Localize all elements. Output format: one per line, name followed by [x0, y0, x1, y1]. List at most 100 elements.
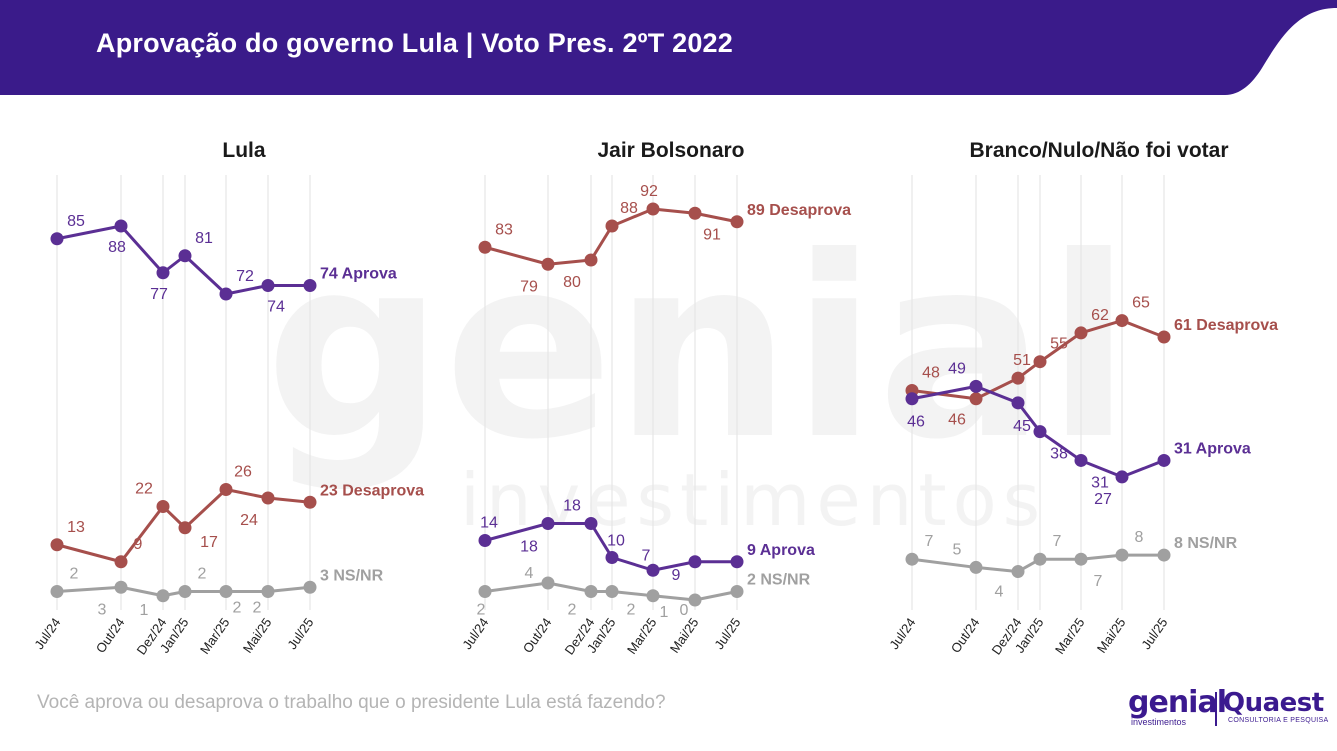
data-label: 7 — [1094, 573, 1103, 590]
data-label: 13 — [67, 519, 85, 536]
genial-logo: genial — [1128, 685, 1227, 720]
data-label: 38 — [1050, 446, 1068, 463]
data-label: 77 — [150, 286, 168, 303]
data-label: 92 — [640, 183, 658, 200]
series-end-label: 31 Aprova — [1174, 440, 1251, 457]
quaest-logo-sub: CONSULTORIA E PESQUISA — [1228, 717, 1329, 724]
data-label: 80 — [563, 274, 581, 291]
data-point — [730, 215, 744, 229]
header-banner: Aprovação do governo Lula | Voto Pres. 2… — [0, 0, 1337, 95]
data-label: 65 — [1132, 295, 1150, 312]
data-label: 46 — [907, 414, 925, 431]
data-label: 18 — [563, 498, 581, 515]
data-point — [261, 279, 275, 292]
genial-logo-sub: investimentos — [1131, 717, 1187, 727]
data-point — [1033, 355, 1047, 369]
data-label: 7 — [1053, 533, 1062, 550]
series-ns-nr: 2 4 2 2 1 0 2 NS/NR — [477, 565, 811, 621]
data-label: 5 — [953, 541, 962, 558]
data-label: 26 — [234, 464, 252, 481]
data-point — [50, 232, 64, 246]
data-point — [905, 392, 919, 406]
data-label: 83 — [495, 221, 513, 238]
data-point — [584, 517, 598, 530]
data-label: 24 — [240, 512, 258, 529]
data-point — [605, 585, 619, 598]
x-tick-label: Mai/25 — [667, 615, 702, 656]
data-label: 2 — [233, 600, 242, 617]
series-end-label: 23 Desaprova — [320, 482, 424, 499]
series-ns-nr: 23 122 23 NS/NR — [50, 566, 384, 619]
series-desaprova: 13 9 22 17 26 24 23 Desaprova — [50, 464, 424, 569]
data-label: 1 — [660, 604, 669, 621]
data-point — [478, 534, 492, 547]
data-label: 10 — [607, 533, 625, 550]
data-label: 45 — [1013, 418, 1031, 435]
watermark-text-main: genial — [265, 203, 1132, 494]
data-point — [905, 552, 919, 566]
data-point — [478, 585, 492, 598]
survey-question: Você aprova ou desaprova o trabalho que … — [37, 692, 666, 713]
series-aprova: 85 88 77 81 72 74 74 Aprova — [50, 213, 397, 316]
data-label: 74 — [267, 299, 285, 316]
chart-title: Lula — [222, 139, 265, 162]
x-tick-label: Mar/25 — [624, 615, 659, 657]
series-end-label: 74 Aprova — [320, 266, 397, 283]
data-point — [114, 219, 128, 233]
data-label: 9 — [672, 567, 681, 584]
data-label: 91 — [703, 226, 721, 243]
data-point — [156, 500, 170, 513]
data-label: 2 — [70, 566, 79, 583]
data-point — [178, 521, 192, 535]
data-label: 85 — [67, 213, 85, 230]
data-point — [1011, 565, 1025, 579]
data-point — [1115, 548, 1129, 562]
x-tick-label: Out/24 — [93, 615, 128, 656]
data-label: 88 — [108, 239, 126, 256]
series-end-label: 8 NS/NR — [1174, 535, 1238, 552]
data-label: 79 — [520, 278, 538, 295]
data-label: 8 — [1135, 529, 1144, 546]
data-point — [541, 517, 555, 530]
data-label: 62 — [1091, 307, 1109, 324]
x-tick-label: Out/24 — [520, 615, 555, 656]
data-point — [114, 555, 128, 569]
data-point — [969, 392, 983, 406]
x-tick-label: Out/24 — [948, 615, 983, 656]
data-point — [219, 287, 233, 301]
x-tick-label: Mar/25 — [197, 615, 232, 657]
data-label: 48 — [922, 365, 940, 382]
data-point — [646, 202, 660, 216]
data-point — [1033, 552, 1047, 566]
x-tick-label: Jul/25 — [1138, 615, 1170, 652]
data-point — [178, 585, 192, 598]
series-desaprova: 48 46 51 55 62 65 61 Desaprova — [905, 295, 1278, 429]
series-end-label: 2 NS/NR — [747, 572, 811, 589]
data-point — [50, 585, 64, 598]
data-point — [303, 495, 317, 509]
x-tick-label: Jul/24 — [886, 615, 918, 652]
watermark-text-sub: investimentos — [460, 458, 1046, 542]
data-point — [303, 279, 317, 292]
data-point — [261, 585, 275, 598]
data-point — [1011, 371, 1025, 385]
data-point — [114, 580, 128, 594]
data-label: 2 — [477, 602, 486, 619]
data-label: 2 — [568, 602, 577, 619]
data-label: 4 — [525, 565, 534, 582]
data-point — [646, 589, 660, 603]
series-ns-nr: 7 5 4 7 7 8 8 NS/NR — [905, 529, 1238, 601]
data-point — [261, 491, 275, 505]
x-tick-label: Jul/24 — [31, 615, 63, 652]
data-point — [156, 266, 170, 280]
page-title: Aprovação do governo Lula | Voto Pres. 2… — [96, 28, 733, 58]
x-tick-label: Mar/25 — [1052, 615, 1087, 657]
data-label: 9 — [134, 536, 143, 553]
data-point — [688, 555, 702, 569]
data-point — [303, 580, 317, 594]
